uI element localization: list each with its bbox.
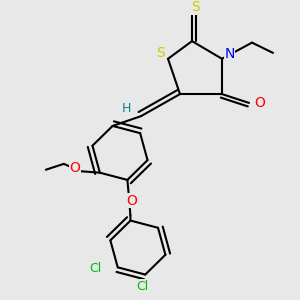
Text: H: H xyxy=(121,102,131,115)
Text: S: S xyxy=(156,46,165,60)
Text: O: O xyxy=(126,194,137,208)
Text: Cl: Cl xyxy=(89,262,101,275)
Text: S: S xyxy=(190,0,200,14)
Text: N: N xyxy=(224,47,235,61)
Text: Cl: Cl xyxy=(136,280,148,293)
Text: O: O xyxy=(254,96,265,110)
Text: O: O xyxy=(70,161,80,175)
